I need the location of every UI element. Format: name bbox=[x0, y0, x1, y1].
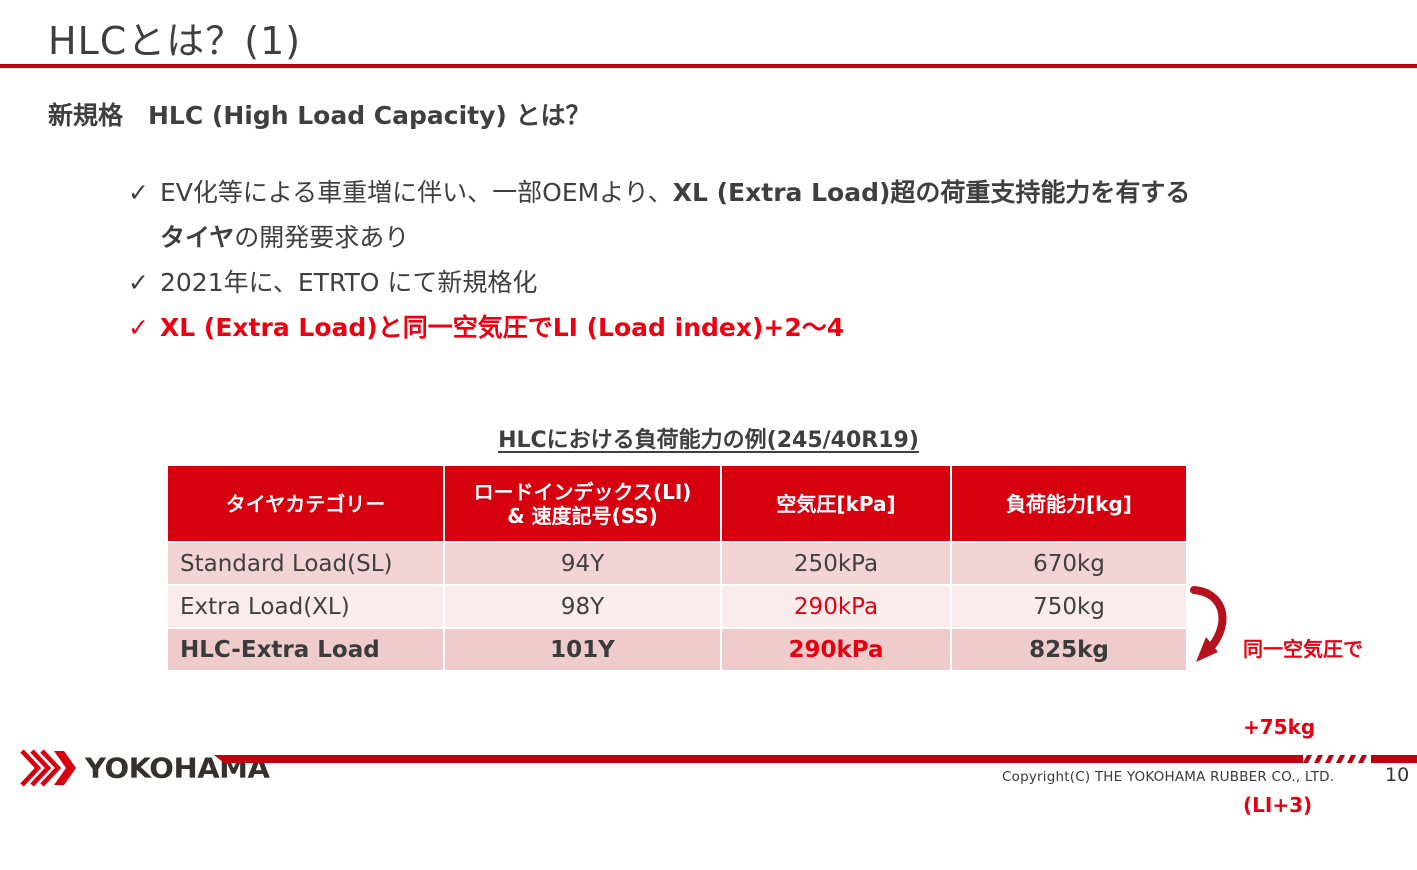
yokohama-logo: YOKOHAMA bbox=[20, 748, 270, 788]
load-capacity-table: タイヤカテゴリー ロードインデックス(LI) & 速度記号(SS) 空気圧[kP… bbox=[168, 466, 1186, 670]
curved-arrow-icon bbox=[1190, 586, 1227, 662]
table-cell-li-ss: 98Y bbox=[445, 586, 720, 627]
copyright-text: Copyright(C) THE YOKOHAMA RUBBER CO., LT… bbox=[1002, 769, 1335, 785]
header-cell-load-index: ロードインデックス(LI) & 速度記号(SS) bbox=[445, 466, 720, 541]
slide-canvas: HLCとは？(1) 新規格 HLC (High Load Capacity) と… bbox=[0, 19, 1417, 817]
bullet-item-2: ✓ 2021年に、ETRTO にて新規格化 bbox=[128, 260, 1378, 305]
bullet-3-text: XL (Extra Load)と同一空気圧でLI (Load index)+2～… bbox=[160, 313, 845, 342]
header-cell-load: 負荷能力[kg] bbox=[952, 466, 1186, 541]
yokohama-logo-mark-icon bbox=[20, 749, 76, 787]
bullet-item-1: ✓ EV化等による車重増に伴い、一部OEMより、XL (Extra Load)超の… bbox=[128, 170, 1378, 215]
header-cell-pressure: 空気圧[kPa] bbox=[722, 466, 950, 541]
table-cell-pressure: 290kPa bbox=[722, 629, 950, 670]
page-number: 10 bbox=[1385, 764, 1410, 786]
table-cell-load: 670kg bbox=[952, 543, 1186, 584]
table-cell-pressure: 250kPa bbox=[722, 543, 950, 584]
table-cell-category: Standard Load(SL) bbox=[168, 543, 443, 584]
check-icon: ✓ bbox=[128, 313, 149, 342]
page-title: HLCとは？(1) bbox=[48, 19, 302, 63]
header-cell-category: タイヤカテゴリー bbox=[168, 466, 443, 541]
bullet-1-cont-text: の開発要求あり bbox=[234, 223, 410, 252]
check-icon: ✓ bbox=[128, 178, 149, 207]
table-cell-pressure: 290kPa bbox=[722, 586, 950, 627]
table-cell-category: Extra Load(XL) bbox=[168, 586, 443, 627]
bullet-1-cont-bold-text: タイヤ bbox=[160, 223, 235, 252]
annotation-text: 同一空気圧で +75kg (LI+3) bbox=[1243, 584, 1363, 870]
footer-diagonal-stripes bbox=[1303, 755, 1371, 763]
table-cell-load: 825kg bbox=[952, 629, 1186, 670]
table-cell-li-ss: 94Y bbox=[445, 543, 720, 584]
table-cell-li-ss: 101Y bbox=[445, 629, 720, 670]
bullet-list: ✓ EV化等による車重増に伴い、一部OEMより、XL (Extra Load)超の… bbox=[128, 170, 1378, 350]
bullet-item-3: ✓ XL (Extra Load)と同一空気圧でLI (Load index)+2… bbox=[128, 305, 1378, 350]
bullet-1-text: EV化等による車重増に伴い、一部OEMより、 bbox=[160, 178, 673, 207]
bullet-item-1-continuation: タイヤの開発要求あり bbox=[128, 215, 1378, 260]
table-cell-load: 750kg bbox=[952, 586, 1186, 627]
annotation-line-3: (LI+3) bbox=[1243, 793, 1313, 817]
bullet-2-text: 2021年に、ETRTO にて新規格化 bbox=[160, 268, 538, 297]
table-cell-category: HLC-Extra Load bbox=[168, 629, 443, 670]
section-heading: 新規格 HLC (High Load Capacity) とは？ bbox=[48, 101, 591, 130]
annotation-line-2: +75kg bbox=[1243, 715, 1316, 739]
annotation-line-1: 同一空気圧で bbox=[1243, 637, 1363, 661]
table-caption: HLCにおける負荷能力の例(245/40R19) bbox=[498, 428, 919, 453]
footer-accent-bar bbox=[214, 755, 1417, 763]
title-underline-rule bbox=[0, 64, 1417, 68]
bullet-1-bold-text: XL (Extra Load)超の荷重支持能力を有する bbox=[672, 178, 1191, 207]
check-icon: ✓ bbox=[128, 268, 149, 297]
